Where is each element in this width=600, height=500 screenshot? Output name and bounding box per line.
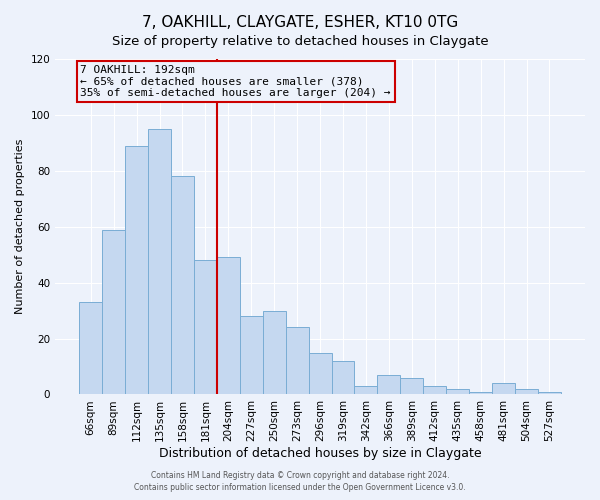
Bar <box>125 146 148 394</box>
Text: 7 OAKHILL: 192sqm
← 65% of detached houses are smaller (378)
35% of semi-detache: 7 OAKHILL: 192sqm ← 65% of detached hous… <box>80 64 391 98</box>
Bar <box>423 386 446 394</box>
Bar <box>515 389 538 394</box>
Bar <box>171 176 194 394</box>
Bar <box>240 316 263 394</box>
Bar <box>400 378 423 394</box>
Bar <box>355 386 377 394</box>
X-axis label: Distribution of detached houses by size in Claygate: Distribution of detached houses by size … <box>159 447 481 460</box>
Text: Contains HM Land Registry data © Crown copyright and database right 2024.
Contai: Contains HM Land Registry data © Crown c… <box>134 471 466 492</box>
Bar <box>469 392 492 394</box>
Bar <box>446 389 469 394</box>
Text: 7, OAKHILL, CLAYGATE, ESHER, KT10 0TG: 7, OAKHILL, CLAYGATE, ESHER, KT10 0TG <box>142 15 458 30</box>
Bar <box>538 392 561 394</box>
Y-axis label: Number of detached properties: Number of detached properties <box>15 139 25 314</box>
Bar <box>217 258 240 394</box>
Bar <box>148 129 171 394</box>
Bar <box>263 310 286 394</box>
Bar <box>308 352 332 395</box>
Bar <box>332 361 355 394</box>
Bar <box>377 375 400 394</box>
Text: Size of property relative to detached houses in Claygate: Size of property relative to detached ho… <box>112 35 488 48</box>
Bar <box>492 384 515 394</box>
Bar <box>194 260 217 394</box>
Bar <box>102 230 125 394</box>
Bar <box>286 328 308 394</box>
Bar <box>79 302 102 394</box>
